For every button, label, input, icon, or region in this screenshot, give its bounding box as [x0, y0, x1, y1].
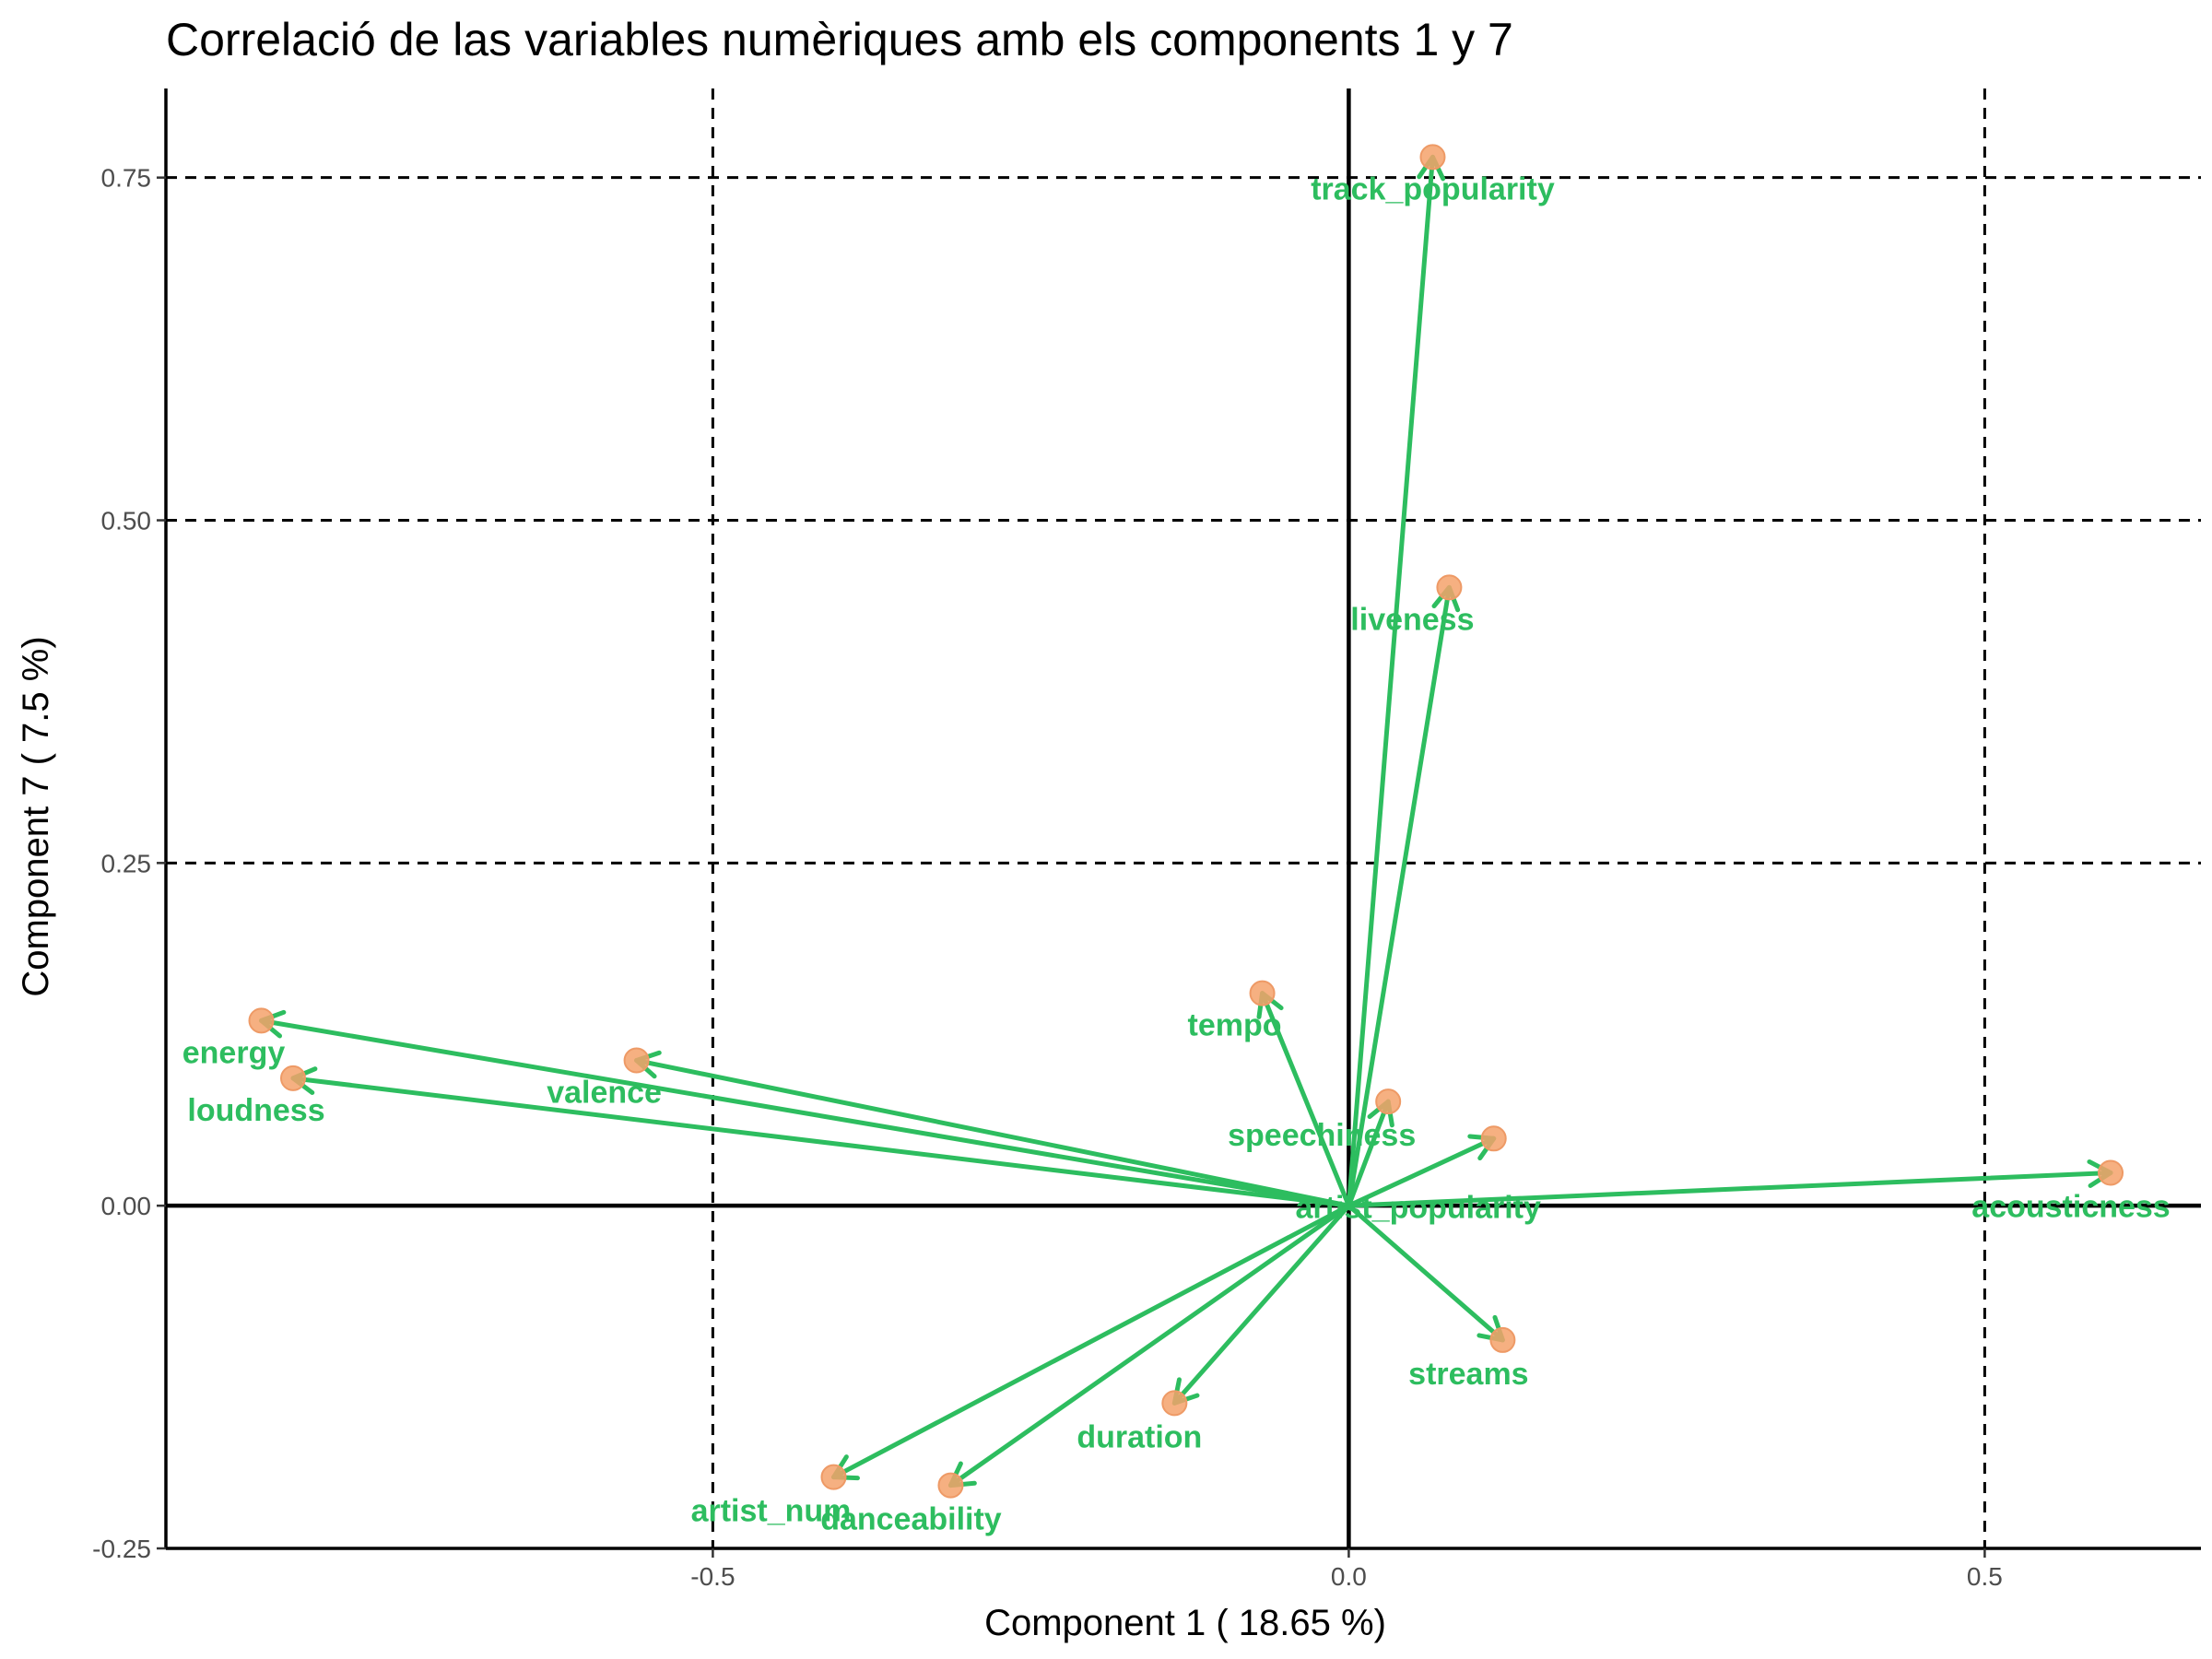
point-acousticness: [2098, 1159, 2124, 1186]
label-danceability: danceability: [820, 1502, 1002, 1537]
arrow-speechiness: [1346, 1099, 1391, 1208]
arrow-loudness: [290, 1076, 1351, 1208]
label-energy: energy: [182, 1035, 286, 1070]
point-danceability: [937, 1472, 964, 1499]
label-duration: duration: [1077, 1419, 1202, 1454]
points: [248, 144, 2124, 1499]
y-tick-label: 0.25: [101, 849, 152, 877]
label-speechiness: speechiness: [1228, 1118, 1416, 1153]
label-tempo: tempo: [1188, 1008, 1282, 1043]
arrow-energy: [259, 1018, 1351, 1208]
x-tick-label: 0.5: [1967, 1562, 2003, 1591]
variable-labels: track_popularity liveness tempo speechiness…: [182, 171, 2171, 1536]
label-loudness: loudness: [187, 1093, 324, 1128]
point-loudness: [280, 1065, 306, 1091]
arrow-valence: [634, 1058, 1351, 1208]
point-valence: [623, 1047, 650, 1074]
chart-title: Correlació de las variables numèriques a…: [166, 14, 1513, 65]
tick-labels: -0.5 0.0 0.5 -0.25 0.00 0.25 0.50 0.75: [92, 164, 2003, 1591]
point-liveness: [1436, 574, 1463, 601]
y-tick-label: 0.75: [101, 164, 152, 193]
x-tick-label: 0.0: [1331, 1562, 1367, 1591]
y-axis-title: Component 7 ( 7.5 %): [16, 636, 56, 996]
label-artist_popularity: artist_popularity: [1296, 1190, 1541, 1225]
arrow-danceability: [947, 1203, 1351, 1488]
arrow-track_popularity: [1346, 154, 1435, 1208]
label-streams: streams: [1408, 1357, 1528, 1392]
y-tick-label: -0.25: [92, 1535, 151, 1563]
y-tick-label: 0.50: [101, 507, 152, 535]
arrow-artist_popularity: [1346, 1135, 1497, 1208]
label-liveness: liveness: [1350, 602, 1474, 637]
label-acousticness: acousticness: [1971, 1189, 2170, 1224]
point-speechiness: [1375, 1088, 1402, 1115]
arrow-liveness: [1346, 584, 1452, 1208]
point-artist_popularity: [1480, 1125, 1507, 1152]
point-streams: [1489, 1326, 1516, 1353]
axes: [164, 88, 2201, 1550]
arrow-duration: [1171, 1203, 1351, 1406]
point-tempo: [1249, 980, 1276, 1006]
y-tick-label: 0.00: [101, 1192, 152, 1220]
point-duration: [1161, 1390, 1188, 1417]
label-valence: valence: [547, 1076, 662, 1111]
x-axis-title: Component 1 ( 18.65 %): [984, 1603, 1386, 1643]
x-tick-label: -0.5: [690, 1562, 735, 1591]
label-artist_num: artist_num: [691, 1494, 852, 1529]
arrow-streams: [1346, 1203, 1505, 1343]
arrow-artist_num: [831, 1203, 1351, 1480]
point-track_popularity: [1419, 144, 1446, 171]
point-energy: [248, 1007, 275, 1034]
label-track_popularity: track_popularity: [1311, 171, 1555, 206]
arrow-acousticness: [1346, 1170, 2113, 1208]
arrow-tempo: [1260, 991, 1351, 1208]
point-artist_num: [820, 1464, 847, 1490]
